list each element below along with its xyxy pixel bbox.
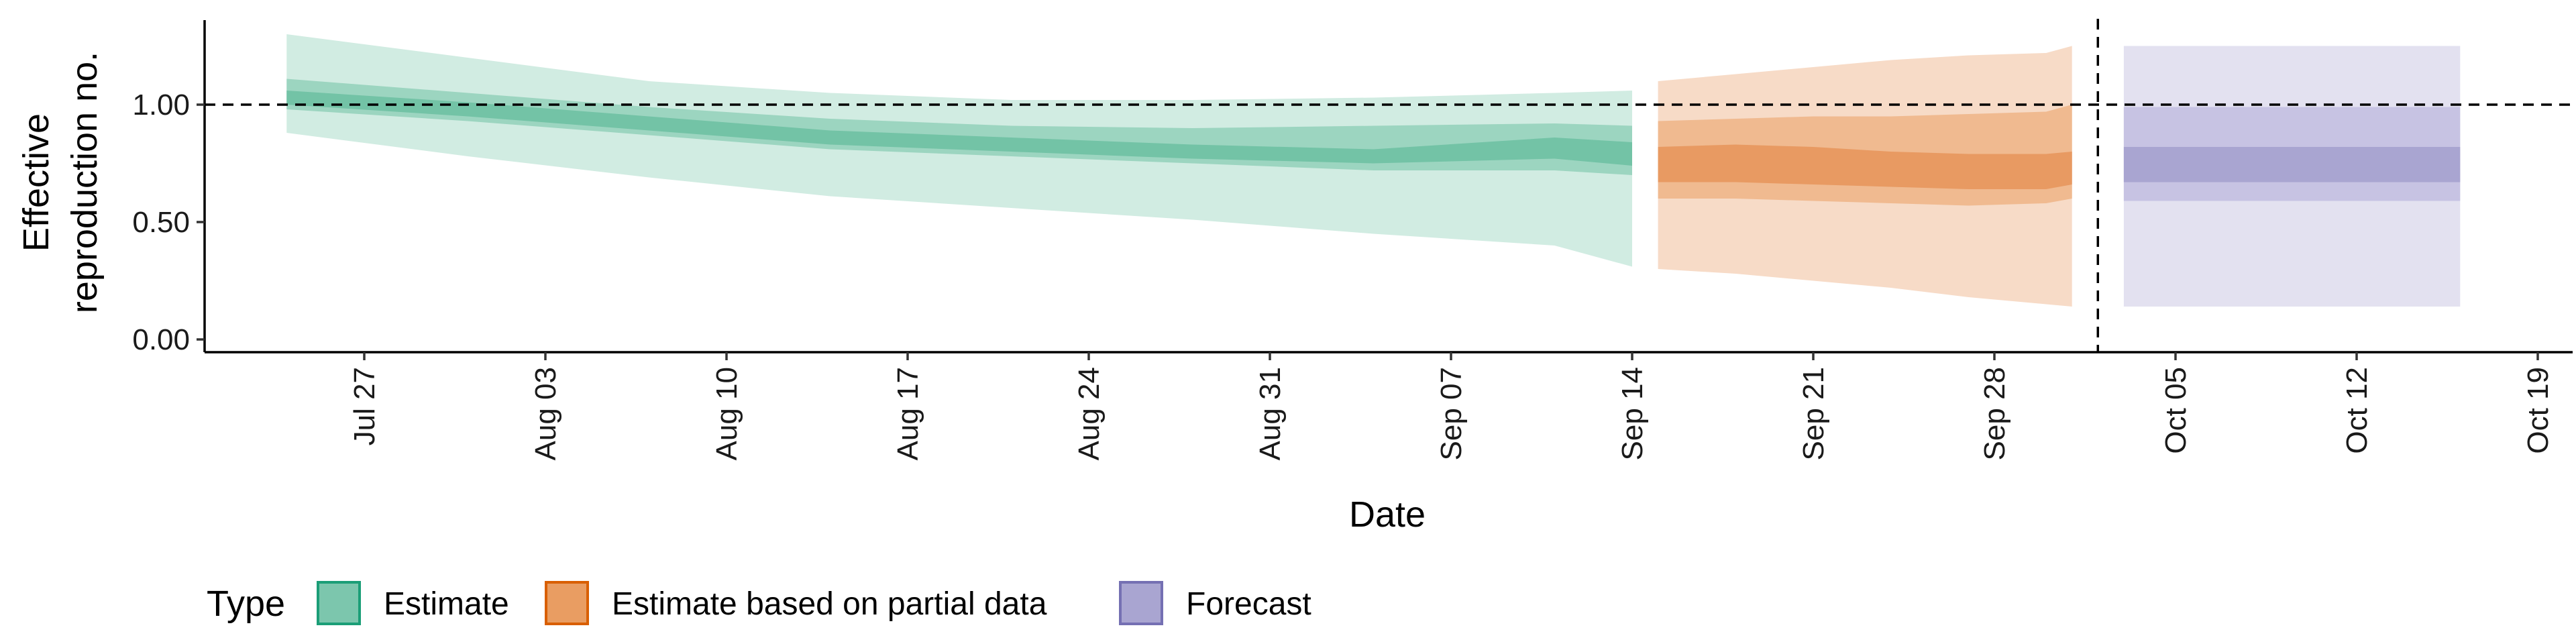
x-tick-label: Sep 14 (1616, 367, 1649, 460)
legend-swatch-estimate (317, 581, 361, 625)
reference-lines-layer (205, 19, 2573, 352)
x-tick-label: Jul 27 (348, 367, 381, 445)
bands-layer (286, 34, 2461, 307)
y-axis-title-line-1: Effective (16, 113, 56, 252)
legend-label-partial-estimate: Estimate based on partial data (612, 586, 1047, 622)
tick-labels-layer: 0.00 0.50 1.00 Jul 27 Aug 03 Aug 10 Aug 17 Aug … (132, 89, 2555, 460)
series-estimate (286, 34, 1632, 267)
axes-layer (197, 20, 2573, 360)
estimate-based-on-partial-data-band-inner (1658, 144, 2072, 189)
legend-swatch-partial-estimate (545, 581, 589, 625)
x-tick-label: Oct 05 (2159, 367, 2192, 454)
x-tick-label: Oct 12 (2341, 367, 2373, 454)
x-tick-label: Oct 19 (2522, 367, 2555, 454)
legend-label-forecast: Forecast (1186, 586, 1311, 622)
legend-title: Type (207, 584, 285, 624)
y-tick-label: 1.00 (132, 89, 190, 121)
y-tick-label: 0.00 (132, 323, 190, 356)
legend: Type Estimate Estimate based on partial … (207, 581, 1311, 625)
x-tick-label: Sep 21 (1797, 367, 1830, 460)
forecast-band-inner (2123, 147, 2461, 182)
x-tick-label: Aug 03 (529, 367, 562, 460)
x-axis-title: Date (1349, 494, 1426, 535)
y-axis-title-line-2: reproduction no. (64, 52, 105, 313)
x-tick-label: Aug 17 (892, 367, 924, 460)
x-tick-label: Sep 07 (1435, 367, 1468, 460)
x-tick-label: Aug 24 (1073, 367, 1106, 460)
legend-label-estimate: Estimate (384, 586, 509, 622)
y-axis-title: Effective reproduction no. (16, 52, 105, 313)
x-tick-label: Aug 31 (1254, 367, 1287, 460)
series-forecast (2123, 46, 2461, 307)
x-tick-label: Aug 10 (710, 367, 743, 460)
series-estimate-based-on-partial-data (1658, 46, 2072, 307)
x-tick-label: Sep 28 (1978, 367, 2011, 460)
y-tick-label: 0.50 (132, 206, 190, 239)
legend-swatch-forecast (1119, 581, 1163, 625)
estimate-band-inner (286, 91, 1632, 166)
